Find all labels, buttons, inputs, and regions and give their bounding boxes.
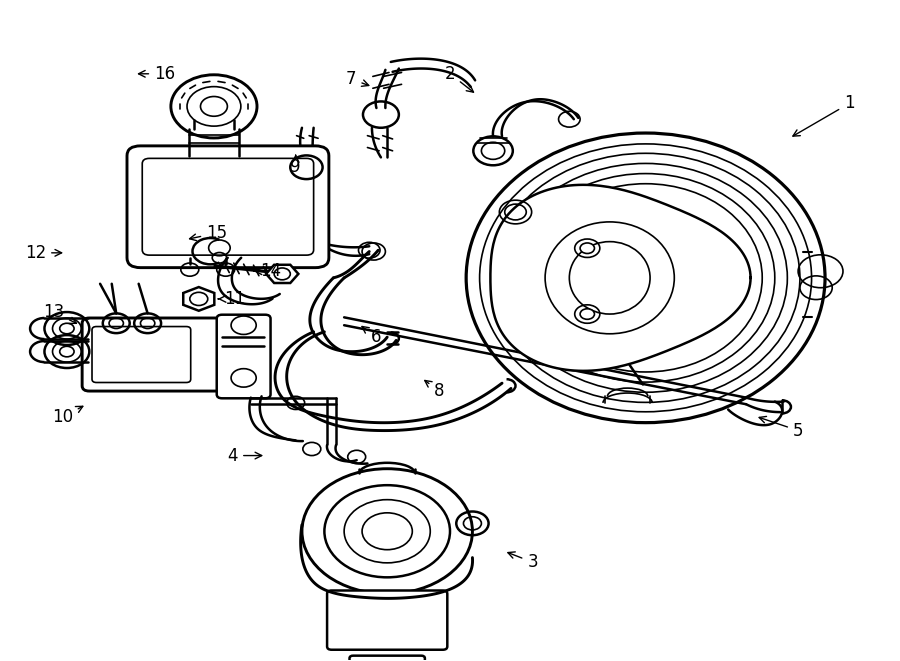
Text: 5: 5 (760, 416, 804, 440)
Text: 4: 4 (228, 447, 262, 465)
Polygon shape (491, 185, 751, 371)
Text: 16: 16 (139, 65, 176, 83)
Text: 15: 15 (190, 224, 228, 242)
Text: 11: 11 (219, 290, 246, 308)
Text: 1: 1 (793, 95, 855, 136)
Text: 10: 10 (52, 407, 83, 426)
Text: 3: 3 (508, 552, 538, 571)
FancyBboxPatch shape (127, 146, 328, 268)
FancyBboxPatch shape (82, 318, 249, 391)
Text: 9: 9 (291, 155, 301, 176)
Text: 12: 12 (25, 244, 62, 262)
Ellipse shape (466, 133, 825, 422)
Text: 14: 14 (255, 262, 281, 280)
FancyBboxPatch shape (349, 656, 425, 661)
Circle shape (580, 309, 595, 319)
Text: 8: 8 (425, 381, 445, 400)
Polygon shape (266, 265, 299, 283)
Text: 7: 7 (346, 70, 369, 88)
Text: 13: 13 (43, 303, 76, 323)
FancyBboxPatch shape (327, 590, 447, 650)
Text: 2: 2 (445, 65, 473, 92)
FancyBboxPatch shape (217, 315, 271, 399)
Text: 6: 6 (362, 327, 382, 346)
Polygon shape (184, 287, 214, 311)
Circle shape (580, 243, 595, 253)
